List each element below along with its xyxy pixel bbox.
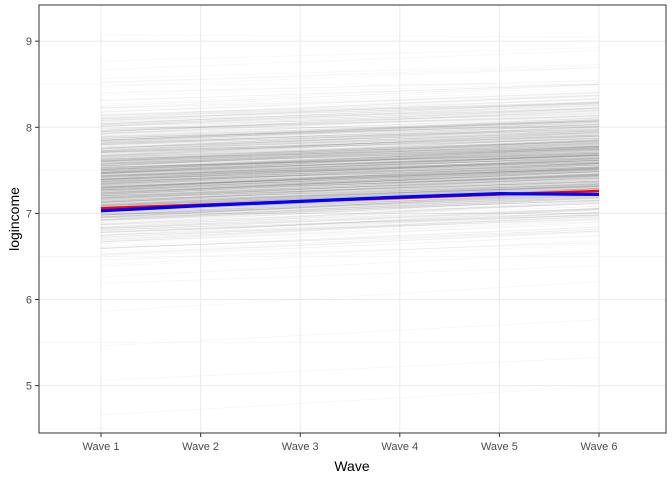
- x-tick-label: Wave 1: [83, 441, 120, 453]
- grid: [39, 5, 666, 433]
- plot-panel-background: [39, 5, 666, 433]
- x-tick-label: Wave 5: [481, 441, 518, 453]
- x-tick-label: Wave 4: [381, 441, 418, 453]
- y-tick-label: 6: [26, 295, 32, 307]
- y-tick-label: 9: [26, 36, 32, 48]
- plot-panel-border: [38, 4, 667, 434]
- y-tick-label: 5: [26, 381, 32, 393]
- x-tick-label: Wave 2: [182, 441, 219, 453]
- x-tick-label: Wave 3: [282, 441, 319, 453]
- y-tick-label: 8: [26, 122, 32, 134]
- x-axis: Wave 1 Wave 2 Wave 3 Wave 4 Wave 5 Wave 6: [83, 433, 618, 453]
- y-tick-label: 7: [26, 208, 32, 220]
- y-axis: 5 6 7 8 9: [26, 36, 39, 393]
- x-axis-title: Wave: [334, 458, 369, 474]
- series-line-blue: [100, 192, 600, 213]
- y-axis-title: logincome: [6, 187, 22, 251]
- x-tick-label: Wave 6: [581, 441, 618, 453]
- mean-series: [100, 189, 600, 213]
